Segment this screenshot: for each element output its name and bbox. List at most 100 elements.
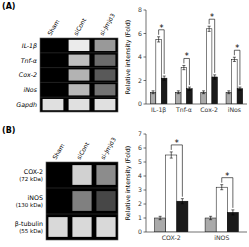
error-line xyxy=(160,216,161,219)
error-bar xyxy=(202,91,205,94)
band xyxy=(95,55,116,66)
y-tick-label: 8 xyxy=(138,6,142,13)
band xyxy=(96,165,115,185)
error-line xyxy=(221,185,222,190)
error-line xyxy=(228,91,229,94)
bar xyxy=(227,212,238,232)
y-tick-label: 5 xyxy=(138,158,142,165)
gene-label: β-tubulin xyxy=(15,220,43,228)
row-separator xyxy=(46,214,118,215)
band xyxy=(72,191,91,211)
gene-label: iNos xyxy=(23,86,37,93)
size-label: (130 kDa) xyxy=(16,202,43,208)
band xyxy=(48,165,67,185)
band xyxy=(72,165,91,185)
significance-bracket xyxy=(209,19,215,73)
y-tick xyxy=(144,104,147,105)
y-tick xyxy=(144,33,147,34)
error-line xyxy=(183,65,184,69)
significance-bracket xyxy=(171,145,182,197)
bar xyxy=(150,92,156,104)
row-separator xyxy=(40,67,118,68)
bar xyxy=(212,77,218,104)
band xyxy=(96,191,115,211)
error-cap xyxy=(181,203,184,204)
y-tick-label: 7 xyxy=(138,130,142,137)
error-line xyxy=(153,91,154,94)
error-cap xyxy=(177,93,180,94)
error-line xyxy=(158,37,159,42)
bar xyxy=(177,201,188,232)
error-cap xyxy=(209,219,212,220)
error-cap xyxy=(227,93,230,94)
x-tick-label: COX-2 xyxy=(162,234,181,241)
y-tick xyxy=(144,148,147,149)
error-line xyxy=(209,26,210,31)
significance-label: * xyxy=(225,172,229,181)
error-bar xyxy=(209,216,212,219)
y-tick xyxy=(144,57,147,58)
error-cap xyxy=(181,198,184,199)
band xyxy=(43,55,64,66)
lane-label: siCont xyxy=(72,16,88,36)
gene-label: Gapdh xyxy=(16,101,37,109)
gene-label: iNOS xyxy=(28,194,43,201)
error-bar xyxy=(177,91,180,94)
error-cap xyxy=(170,158,173,159)
y-tick-label: 0 xyxy=(138,100,142,107)
error-line xyxy=(232,210,233,215)
error-cap xyxy=(233,57,236,58)
band xyxy=(95,40,116,51)
error-bar xyxy=(163,76,166,80)
y-tick-label: 6 xyxy=(138,144,142,151)
error-line xyxy=(182,199,183,204)
error-bar xyxy=(220,185,223,190)
gene-label: Cox-2 xyxy=(19,71,37,78)
bar-panel: 02468Relative intensity (Fold)IL-1βTnf-α… xyxy=(124,6,247,114)
error-cap xyxy=(213,79,216,80)
y-tick xyxy=(144,80,147,81)
band xyxy=(69,84,90,95)
significance-bracket xyxy=(159,30,165,74)
error-bar xyxy=(157,37,160,42)
error-line xyxy=(214,75,215,79)
error-cap xyxy=(152,93,155,94)
band xyxy=(43,40,64,51)
significance-label: * xyxy=(185,52,189,61)
row-separator xyxy=(40,52,118,53)
gene-label: COX-2 xyxy=(24,168,43,175)
error-cap xyxy=(163,80,166,81)
y-tick-label: 4 xyxy=(138,53,142,60)
band xyxy=(43,69,64,80)
band xyxy=(69,40,90,51)
error-line xyxy=(203,91,204,94)
error-bar xyxy=(159,216,162,219)
y-tick-label: 1 xyxy=(138,214,142,221)
bar xyxy=(216,187,227,232)
bar xyxy=(232,59,238,104)
bar xyxy=(155,218,166,232)
error-bar xyxy=(181,199,184,204)
error-cap xyxy=(220,189,223,190)
bar xyxy=(237,89,243,104)
error-cap xyxy=(208,31,211,32)
y-tick-label: 3 xyxy=(138,186,142,193)
error-bar xyxy=(188,87,191,90)
bar xyxy=(206,29,212,104)
band xyxy=(69,55,90,66)
bar xyxy=(187,89,193,104)
error-cap xyxy=(188,90,191,91)
bar xyxy=(226,92,232,104)
band xyxy=(69,99,90,110)
error-cap xyxy=(220,184,223,185)
significance-bracket xyxy=(222,178,233,208)
error-cap xyxy=(231,209,234,210)
error-cap xyxy=(202,90,205,91)
error-cap xyxy=(182,65,185,66)
error-cap xyxy=(238,90,241,91)
x-tick-label: Cox-2 xyxy=(200,106,218,113)
y-axis xyxy=(146,10,147,104)
gel-panel: (A)ShamsiContsi-Jmjd3IL-1βTnf-αCox-2iNos… xyxy=(2,2,118,112)
gel-background xyxy=(40,38,118,112)
error-cap xyxy=(163,76,166,77)
